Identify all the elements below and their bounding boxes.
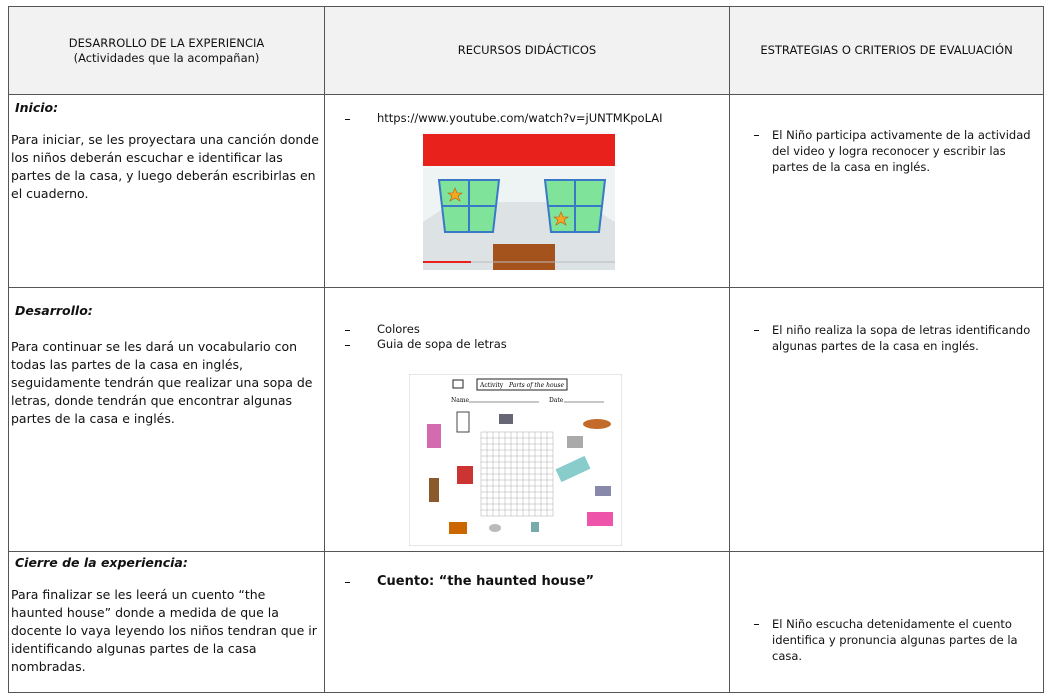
header-title: DESARROLLO DE LA EXPERIENCIA (68, 35, 265, 50)
resource-item: Colores (345, 322, 723, 337)
activity-cell: Cierre de la experiencia: Para finalizar … (8, 551, 325, 693)
criteria-item: El niño realiza la sopa de letras identi… (754, 322, 1039, 354)
activity-cell: Inicio: Para iniciar, se les proyectara u… (8, 94, 325, 288)
header-subtitle: (Actividades que la acompañan) (73, 50, 260, 65)
activity-cell: Desarrollo: Para continuar se les dará un… (8, 287, 325, 552)
worksheet-label: Name (451, 397, 470, 404)
header-cell: DESARROLLO DE LA EXPERIENCIA (Actividades… (8, 6, 325, 95)
dash (754, 330, 759, 331)
resource-text: https://www.youtube.com/watch?v=jUNTMKpo… (377, 111, 663, 125)
resource-text: Colores (377, 322, 420, 336)
criteria-text: El niño realiza la sopa de letras identi… (772, 323, 1031, 353)
row: Inicio: Para iniciar, se les proyectara u… (8, 94, 1044, 288)
criteria-cell: El Niño participa activamente de la acti… (729, 94, 1044, 288)
criteria-item: El Niño participa activamente de la acti… (754, 127, 1039, 175)
dash (754, 135, 759, 136)
row-text: Para continuar se les dará un vocabulari… (11, 339, 313, 426)
resource-text: Guia de sopa de letras (377, 337, 507, 351)
video-frame (423, 132, 615, 270)
resource-item: Guia de sopa de letras (345, 337, 723, 352)
dash (754, 624, 759, 625)
worksheet-image: Activity Parts of the house Name Date (409, 374, 622, 546)
resource-text: Cuento: “the haunted house” (377, 574, 595, 589)
header-row: DESARROLLO DE LA EXPERIENCIA (Actividades… (8, 6, 1044, 95)
resources-cell: Cuento: “the haunted house” (324, 551, 730, 693)
row-heading: Inicio: (15, 100, 59, 115)
plan-table: DESARROLLO DE LA EXPERIENCIA (Actividades… (8, 6, 1044, 693)
resource-item: Cuento: “the haunted house” (345, 574, 723, 589)
resource-item: https://www.youtube.com/watch?v=jUNTMKpo… (345, 111, 723, 126)
resources-cell: https://www.youtube.com/watch?v=jUNTMKpo… (324, 94, 730, 288)
worksheet-label: Activity (479, 382, 504, 389)
row-text: Para iniciar, se les proyectara una canc… (11, 132, 319, 201)
resources-cell: Colores Guia de sopa de letras Activity … (324, 287, 730, 552)
row-heading: Cierre de la experiencia: (15, 555, 188, 570)
row: Cierre de la experiencia: Para finalizar … (8, 551, 1044, 693)
header-cell: RECURSOS DIDÁCTICOS (324, 6, 730, 95)
row: Desarrollo: Para continuar se les dará un… (8, 287, 1044, 552)
dash (345, 119, 350, 120)
dash (345, 582, 350, 583)
worksheet-label: Parts of the house (508, 382, 565, 389)
row-text: Para finalizar se les leerá un cuento “t… (11, 587, 317, 674)
criteria-cell: El Niño escucha detenidamente el cuento … (729, 551, 1044, 693)
header-cell: ESTRATEGIAS O CRITERIOS DE EVALUACIÓN (729, 6, 1044, 95)
worksheet-label: Date (549, 397, 564, 404)
criteria-item: El Niño escucha detenidamente el cuento … (754, 616, 1039, 664)
dash (345, 345, 350, 346)
criteria-cell: El niño realiza la sopa de letras identi… (729, 287, 1044, 552)
row-heading: Desarrollo: (15, 303, 93, 318)
dash (345, 330, 350, 331)
criteria-text: El Niño escucha detenidamente el cuento … (772, 617, 1018, 663)
criteria-text: El Niño participa activamente de la acti… (772, 128, 1031, 174)
